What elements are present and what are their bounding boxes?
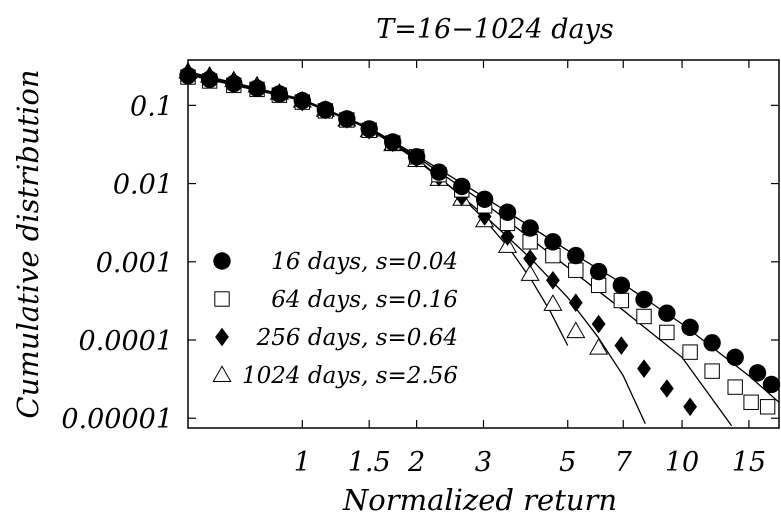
- data-point: [477, 207, 492, 226]
- data-point: [659, 324, 675, 341]
- data-point: [543, 294, 563, 311]
- data-point: [475, 190, 494, 208]
- y-axis-ticks: 0.1 0.01 0.001 0.0001 0.00001: [61, 91, 779, 435]
- data-point: [658, 304, 676, 322]
- data-point: [521, 219, 539, 237]
- y-tick-label: 0.00001: [61, 404, 173, 435]
- data-point: [520, 264, 540, 281]
- data-point: [248, 79, 266, 98]
- data-point: [682, 344, 698, 360]
- legend: 16 days, s=0.04 64 days, s=0.16 256 days, …: [212, 249, 458, 389]
- legend-label: 256 days, s=0.64: [256, 325, 458, 351]
- y-tick-label: 0.001: [96, 248, 173, 279]
- data-point: [636, 308, 652, 325]
- data-point: [762, 375, 781, 394]
- legend-marker: [214, 291, 230, 307]
- data-point: [659, 379, 674, 398]
- data-point: [270, 85, 289, 103]
- data-point: [316, 100, 335, 119]
- data-point: [613, 292, 630, 309]
- legend-label: 64 days, s=0.16: [271, 287, 458, 313]
- legend-marker: [215, 327, 229, 347]
- x-tick-label: 3: [475, 447, 492, 478]
- data-point: [683, 397, 698, 417]
- x-tick-label: 5: [559, 447, 576, 478]
- data-point: [360, 120, 378, 138]
- data-point: [703, 334, 721, 352]
- data-point: [704, 363, 720, 379]
- data-point: [544, 233, 562, 251]
- y-tick-label: 0.01: [113, 170, 173, 201]
- data-point: [614, 336, 629, 355]
- data-point: [589, 262, 608, 281]
- data-point: [545, 247, 561, 264]
- legend-marker: [212, 365, 232, 383]
- x-tick-label: 7: [615, 447, 633, 478]
- data-point: [453, 177, 471, 196]
- data-point: [726, 348, 744, 367]
- data-point: [743, 394, 759, 410]
- data-markers: [178, 61, 781, 417]
- data-point: [748, 364, 767, 382]
- x-axis-label: Normalized return: [342, 483, 617, 517]
- data-point: [591, 314, 606, 334]
- data-point: [225, 74, 243, 93]
- y-axis-label: Cumulative distribution: [11, 69, 45, 418]
- data-point: [590, 277, 607, 294]
- data-point: [567, 246, 585, 265]
- data-point: [566, 321, 586, 339]
- data-point: [546, 270, 560, 290]
- data-point: [500, 227, 515, 246]
- data-point: [635, 290, 653, 309]
- x-axis-ticks: 1 1.5 2 3 5 7 10 15: [294, 60, 766, 478]
- x-tick-label: 10: [665, 447, 699, 478]
- data-point: [200, 70, 219, 89]
- data-point: [568, 262, 584, 278]
- x-tick-label: 1: [294, 447, 311, 478]
- data-point: [568, 293, 583, 312]
- data-point: [179, 66, 197, 85]
- data-point: [522, 234, 538, 250]
- data-point: [681, 318, 699, 337]
- data-point: [523, 249, 538, 268]
- data-point: [612, 276, 631, 295]
- legend-label: 16 days, s=0.04: [271, 249, 458, 275]
- x-tick-label: 2: [407, 447, 425, 478]
- data-point: [384, 133, 402, 151]
- legend-marker: [213, 252, 231, 270]
- data-point: [727, 379, 743, 395]
- legend-label: 1024 days, s=2.56: [242, 363, 458, 389]
- data-point: [637, 359, 651, 378]
- data-point: [589, 337, 609, 355]
- data-point: [498, 203, 517, 221]
- data-point: [759, 399, 776, 415]
- y-tick-label: 0.0001: [79, 326, 173, 357]
- x-tick-label: 1.5: [348, 447, 391, 478]
- data-point: [407, 148, 426, 166]
- x-tick-label: 15: [732, 447, 766, 478]
- data-point: [338, 110, 356, 128]
- y-tick-label: 0.1: [130, 91, 173, 122]
- data-point: [430, 163, 448, 181]
- data-point: [293, 91, 312, 110]
- chart-title: T=16−1024 days: [376, 14, 613, 45]
